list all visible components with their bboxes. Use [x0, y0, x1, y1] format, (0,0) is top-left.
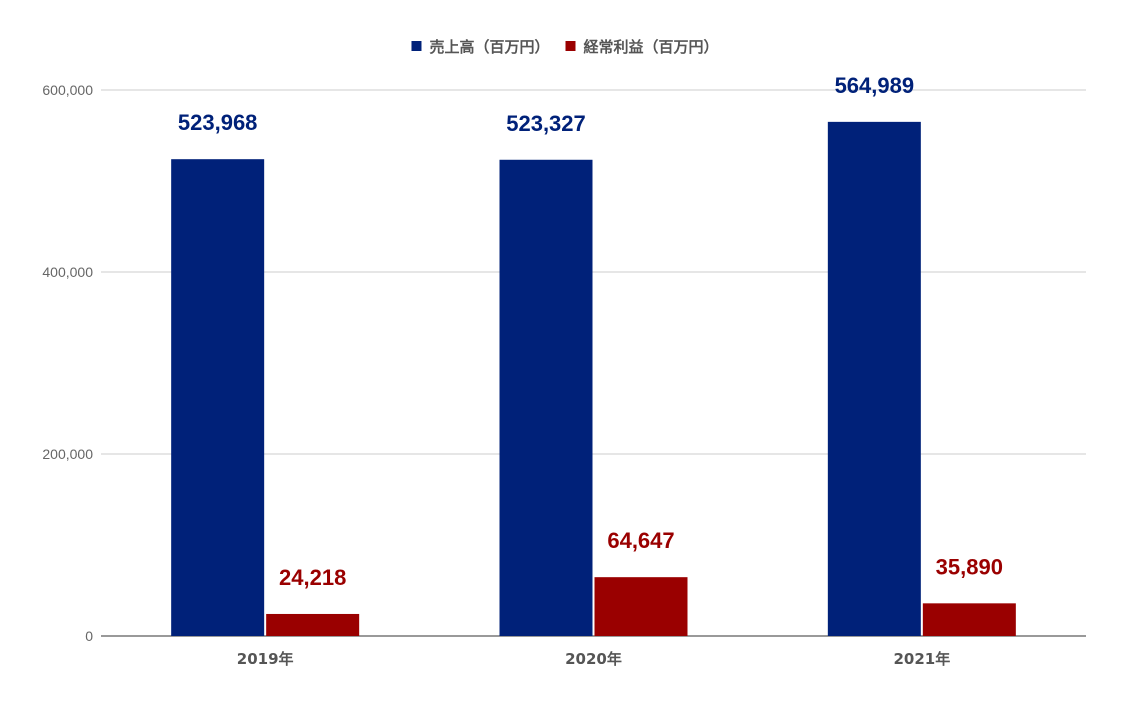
bar-ordinary-profit: [922, 603, 1016, 636]
bar-sales: [171, 159, 265, 636]
data-label: 523,968: [178, 110, 258, 135]
bar-ordinary-profit: [266, 613, 360, 636]
y-tick-label: 600,000: [42, 82, 93, 98]
x-category-label: 2020年: [565, 650, 622, 668]
data-label: 523,327: [506, 111, 586, 136]
bars: [171, 121, 1016, 637]
legend-label: 売上高（百万円）: [429, 38, 549, 56]
data-label: 564,989: [835, 73, 915, 98]
y-tick-label: 0: [85, 628, 93, 644]
legend-swatch: [411, 41, 422, 51]
chart-legend: 売上高（百万円） 経常利益（百万円）: [411, 38, 719, 56]
y-tick-label: 400,000: [42, 264, 93, 280]
data-labels: 523,968 24,218 523,327 64,647 564,989 35,890: [178, 73, 1003, 590]
x-axis: 2019年 2020年 2021年: [237, 650, 950, 668]
legend-swatch: [565, 41, 576, 51]
bar-ordinary-profit: [594, 577, 688, 636]
legend-item: 経常利益（百万円）: [565, 38, 719, 56]
x-category-label: 2021年: [893, 650, 950, 668]
y-axis: 0 200,000 400,000 600,000: [42, 82, 93, 644]
data-label: 24,218: [279, 565, 346, 590]
bar-sales: [827, 121, 921, 637]
data-label: 35,890: [936, 554, 1003, 579]
gridlines: [101, 89, 1086, 637]
legend-item: 売上高（百万円）: [411, 38, 550, 56]
x-category-label: 2019年: [237, 650, 294, 668]
bar-sales: [499, 159, 593, 636]
data-label: 64,647: [607, 528, 674, 553]
y-tick-label: 200,000: [42, 446, 93, 462]
legend-label: 経常利益（百万円）: [584, 38, 719, 56]
